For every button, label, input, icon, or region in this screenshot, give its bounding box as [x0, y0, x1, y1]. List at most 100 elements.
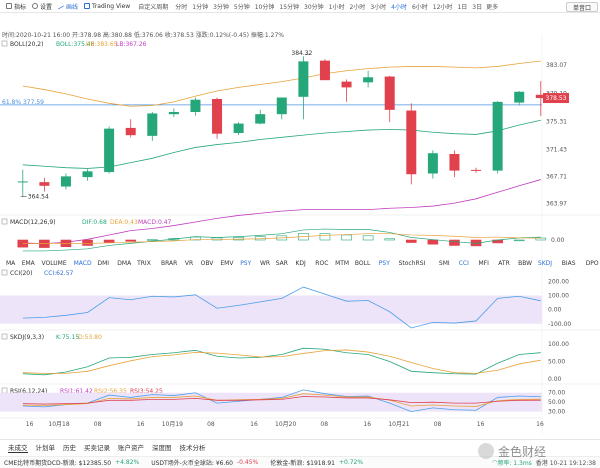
period-4[interactable]: 10分钟: [254, 3, 275, 11]
indicator-btn-10[interactable]: EMV: [220, 260, 234, 267]
period-3[interactable]: 5分钟: [233, 3, 250, 11]
indicator-btn-13[interactable]: SAR: [276, 260, 288, 267]
macd-bar-17: [384, 238, 396, 241]
period-8[interactable]: 2小时: [349, 3, 366, 11]
latency-indicator: ◠ 频率: 1.3ms: [492, 459, 532, 467]
indicator-btn-23[interactable]: ATR: [498, 260, 509, 267]
indicator-btn-8[interactable]: VR: [185, 260, 193, 267]
chart-area[interactable]: 时间:2020-10-21 16:00 开:378.98 高:380.88 低:…: [0, 14, 600, 439]
indicator-btn-9[interactable]: OBV: [201, 260, 215, 267]
tab-5[interactable]: 深度图: [152, 444, 172, 452]
period-9[interactable]: 3小时: [370, 3, 387, 11]
custom-period[interactable]: 自定义周期: [138, 3, 169, 11]
period-5[interactable]: 15分钟: [279, 3, 300, 11]
rsi6-line: [22, 389, 541, 413]
boll-lb-line: [22, 179, 541, 245]
x-tick-6: 16: [250, 421, 258, 428]
tab-1[interactable]: 计划单: [35, 444, 56, 452]
candle-body-18: [406, 110, 417, 175]
macd-axis-0: 0.00: [551, 237, 565, 244]
skdj-d-line: [22, 349, 541, 374]
cci-axis-2: 0.00: [548, 307, 562, 314]
indicator-btn-22[interactable]: MFI: [479, 260, 490, 267]
indicator-btn-15[interactable]: ROC: [315, 260, 328, 267]
period-13[interactable]: 1日: [457, 3, 468, 11]
candle-body-21: [471, 169, 482, 171]
wifi-icon: ◠: [492, 459, 498, 466]
tab-4[interactable]: 账户资产: [118, 444, 144, 452]
skdj-axis-1: 50.00: [548, 359, 565, 366]
macd-bar-15: [341, 234, 352, 241]
indicator-btn-12[interactable]: WR: [260, 260, 270, 267]
period-10[interactable]: 4小时: [391, 3, 407, 11]
ticker-usdt[interactable]: USDT场外-火币全球站: ¥6.60: [151, 460, 233, 467]
candle-body-24: [535, 94, 546, 99]
single-window-button[interactable]: 单音口: [566, 2, 598, 12]
macd-bar-20: [449, 239, 460, 246]
indicator-btn-2[interactable]: VOLUME: [42, 260, 67, 267]
x-tick-11: 08: [434, 421, 442, 428]
indicator-btn-7[interactable]: BRAR: [161, 260, 177, 267]
indicator-tool[interactable]: 指标: [6, 2, 26, 11]
rsi-axis-0: 70.00: [548, 390, 565, 397]
period-12[interactable]: 12小时: [432, 3, 453, 11]
indicator-btn-21[interactable]: CCI: [459, 260, 469, 267]
indicator-btn-17[interactable]: BOLL: [355, 260, 371, 267]
indicator-btn-24[interactable]: BBW: [518, 260, 532, 267]
period-2[interactable]: 3分钟: [213, 3, 229, 11]
indicator-btn-18[interactable]: PSY: [379, 260, 390, 267]
clock: 香港 10-21 19:12:38: [535, 460, 596, 467]
boll-legend-mid: BOLL:375.46: [56, 41, 95, 48]
tradingview-tool[interactable]: Trading View: [84, 3, 130, 10]
indicator-btn-6[interactable]: TRIX: [136, 260, 151, 267]
indicator-btn-1[interactable]: EMA: [22, 260, 36, 267]
ticker-gold[interactable]: 伦敦金-新浪: $1918.91: [270, 460, 335, 467]
period-1[interactable]: 1分钟: [192, 3, 209, 11]
tab-6[interactable]: 技术分析: [179, 444, 206, 452]
period-11[interactable]: 6小时: [411, 3, 428, 11]
macd-bar-1: [39, 239, 50, 248]
candle-body-16: [363, 77, 374, 83]
indicator-btn-16[interactable]: MTM: [335, 260, 349, 267]
cci-axis-1: 100.00: [548, 293, 569, 300]
boll-mid-line: [22, 119, 541, 169]
indicator-btn-20[interactable]: SMI: [439, 260, 450, 267]
x-tick-5: 08: [207, 421, 215, 428]
indicator-btn-27[interactable]: DPO: [586, 260, 599, 267]
rsi12-line: [22, 393, 541, 407]
period-0[interactable]: 分时: [175, 3, 188, 11]
indicator-btn-5[interactable]: DMA: [117, 260, 132, 267]
more-periods[interactable]: 更多: [486, 3, 499, 11]
settings-tool[interactable]: 设置: [32, 2, 52, 11]
indicator-btn-11[interactable]: PSY: [240, 260, 251, 267]
indicator-btn-3[interactable]: MACD: [74, 260, 92, 267]
indicator-btn-0[interactable]: MA: [6, 260, 16, 267]
tab-2[interactable]: 历史: [63, 444, 76, 452]
candle-body-14: [319, 60, 330, 81]
boll-legend-name: BOLL(20,2): [10, 41, 43, 48]
ticker-cme[interactable]: CME比特币期货DCD-新浪: $12385.50: [4, 460, 112, 467]
candle-body-15: [341, 81, 352, 88]
candle-body-3: [82, 171, 93, 178]
indicator-btn-4[interactable]: DMI: [98, 260, 110, 267]
x-tick-1: 10月18: [48, 421, 69, 428]
candle-body-2: [60, 176, 71, 187]
cci-legend-value: CCI:62.57: [44, 270, 74, 277]
watermark: 金色财经: [478, 440, 598, 462]
macd-bar-10: [233, 237, 244, 241]
rsi-band: [0, 392, 542, 412]
legend-toggle-icon: [1, 40, 8, 47]
indicator-btn-19[interactable]: StochRSI: [399, 260, 426, 267]
indicator-btn-14[interactable]: KDJ: [296, 260, 307, 267]
tab-3[interactable]: 买卖记录: [84, 444, 110, 452]
tab-0[interactable]: 未成交: [8, 443, 28, 453]
draw-line-icon: [58, 2, 65, 10]
indicator-btn-25[interactable]: SKDJ: [538, 260, 552, 267]
bottom-tabs: 未成交 计划单 历史 买卖记录 账户资产 深度图 技术分析: [0, 439, 600, 454]
period-7[interactable]: 1小时: [328, 3, 345, 11]
period-6[interactable]: 30分钟: [304, 3, 324, 11]
period-14[interactable]: 3日: [472, 3, 483, 11]
candle-body-4: [104, 128, 115, 173]
draw-line-tool[interactable]: 画线: [58, 2, 78, 11]
indicator-btn-26[interactable]: BIAS: [562, 260, 576, 267]
